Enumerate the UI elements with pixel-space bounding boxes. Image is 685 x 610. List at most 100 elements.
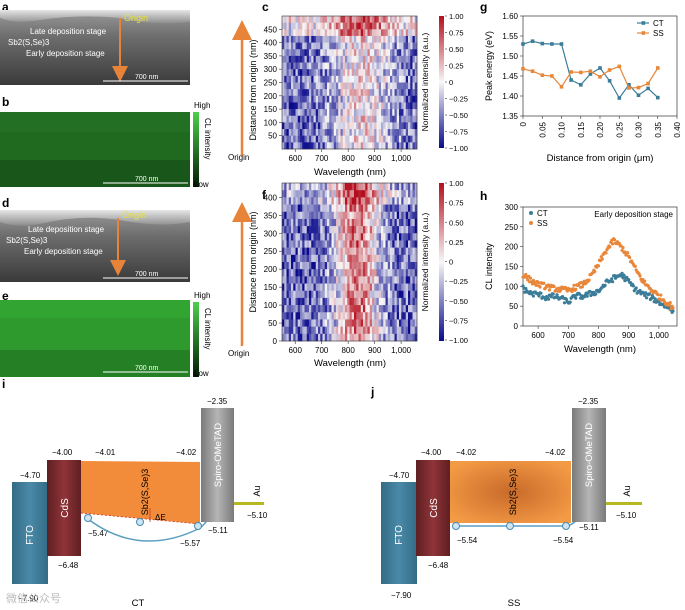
heatmap-cell (345, 326, 348, 335)
data-point-ss (667, 303, 671, 307)
heatmap-cell (381, 95, 384, 103)
heatmap-cell (329, 319, 332, 327)
heatmap-cell (300, 333, 303, 342)
heatmap-cell (322, 333, 326, 342)
heatmap-cell (374, 22, 377, 30)
heatmap-cell (293, 211, 296, 220)
heatmap-cell (412, 142, 416, 150)
heatmap-cell (306, 75, 310, 83)
heatmap-cell (293, 142, 296, 150)
heatmap-cell (403, 82, 407, 90)
heatmap-cell (338, 129, 341, 136)
heatmap-cell (408, 254, 411, 263)
heatmap-cell (288, 109, 292, 117)
heatmap-cell (320, 122, 323, 130)
heatmap-cell (336, 82, 339, 90)
heatmap-cell (414, 276, 418, 284)
heatmap-cell (297, 297, 301, 306)
heatmap-cell (315, 211, 319, 220)
heatmap-cell (293, 55, 296, 63)
heatmap-cell (282, 283, 285, 292)
data-point-ss (668, 301, 672, 305)
heatmap-cell (369, 35, 373, 43)
heatmap-cell (365, 297, 368, 306)
data-point-ct (540, 41, 545, 46)
heatmap-cell (315, 82, 319, 90)
heatmap-cell (349, 262, 353, 270)
heatmap-cell (295, 129, 299, 136)
heatmap-cell (381, 297, 384, 306)
heatmap-cell (318, 55, 321, 63)
heatmap-cell (327, 115, 330, 123)
data-point-ss (648, 287, 653, 291)
heatmap-cell (297, 290, 301, 299)
heatmap-cell (300, 42, 303, 50)
heatmap-cell (383, 218, 386, 227)
heatmap-cell (329, 183, 332, 191)
heatmap-cell (405, 218, 409, 227)
heatmap-cell (412, 122, 416, 130)
data-point-ss (538, 285, 542, 289)
heatmap-cell (410, 122, 413, 130)
heatmap-cell (374, 197, 377, 205)
heatmap-cell (300, 35, 303, 43)
heatmap-cell (408, 55, 411, 63)
heatmap-cell (293, 326, 296, 335)
heatmap-cell (322, 142, 326, 150)
heatmap-cell (405, 89, 409, 97)
heatmap-cell (358, 135, 362, 143)
heatmap-cell (351, 16, 355, 23)
heatmap-cell (340, 35, 344, 43)
heatmap-cell (315, 69, 319, 77)
heatmap-cell (374, 35, 377, 43)
y-tick-label: 200 (505, 243, 519, 252)
heatmap-cell (374, 269, 377, 277)
heatmap-cell (360, 135, 364, 143)
heatmap-cell (295, 197, 299, 205)
heatmap-cell (327, 35, 330, 43)
heatmap-cell (396, 129, 400, 136)
heatmap-cell (349, 283, 353, 292)
heatmap-cell (288, 226, 292, 234)
heatmap-cell (322, 211, 326, 220)
heatmap-cell (399, 183, 402, 191)
heatmap-cell (331, 190, 335, 198)
heatmap-cell (322, 129, 326, 136)
heatmap-cell (385, 312, 389, 320)
heatmap-cell (309, 297, 312, 306)
heatmap-cell (295, 62, 299, 70)
heatmap-cell (394, 142, 398, 150)
heatmap-cell (288, 16, 292, 23)
colorbar-ticks: 1.000.750.500.250−0.25−0.50−0.75−1.00 (445, 179, 468, 345)
heatmap-cell (284, 312, 287, 320)
heatmap-cell (309, 326, 312, 335)
heatmap-cell (412, 269, 416, 277)
heatmap-cell (390, 49, 393, 57)
heatmap-cell (320, 89, 323, 97)
heatmap-cell (412, 29, 416, 37)
heatmap-cell (324, 89, 328, 97)
heatmap-cell (342, 135, 346, 143)
heatmap-cell (309, 135, 312, 143)
x-tick-label: 0.05 (538, 121, 547, 137)
heatmap-cell (315, 89, 319, 97)
heatmap-cell (390, 240, 393, 248)
heatmap-cell (408, 102, 411, 110)
heatmap-cell (336, 197, 339, 205)
x-axis-label: Wavelength (nm) (314, 358, 386, 369)
heatmap-cell (315, 333, 319, 342)
heatmap-cell (318, 109, 321, 117)
heatmap-cell (322, 49, 326, 57)
heatmap-cell (374, 233, 377, 241)
heatmap-cell (333, 247, 337, 256)
heatmap-cell (367, 290, 371, 299)
heatmap-cell (331, 290, 335, 299)
heatmap-cell (322, 326, 326, 335)
heatmap-cell (363, 95, 366, 103)
data-point-ct (646, 86, 650, 91)
heatmap-cell (327, 226, 330, 234)
heatmap-cell (345, 283, 348, 292)
heatmap-cell (304, 197, 308, 205)
heatmap-cell (336, 95, 339, 103)
heatmap-cell (401, 269, 404, 277)
